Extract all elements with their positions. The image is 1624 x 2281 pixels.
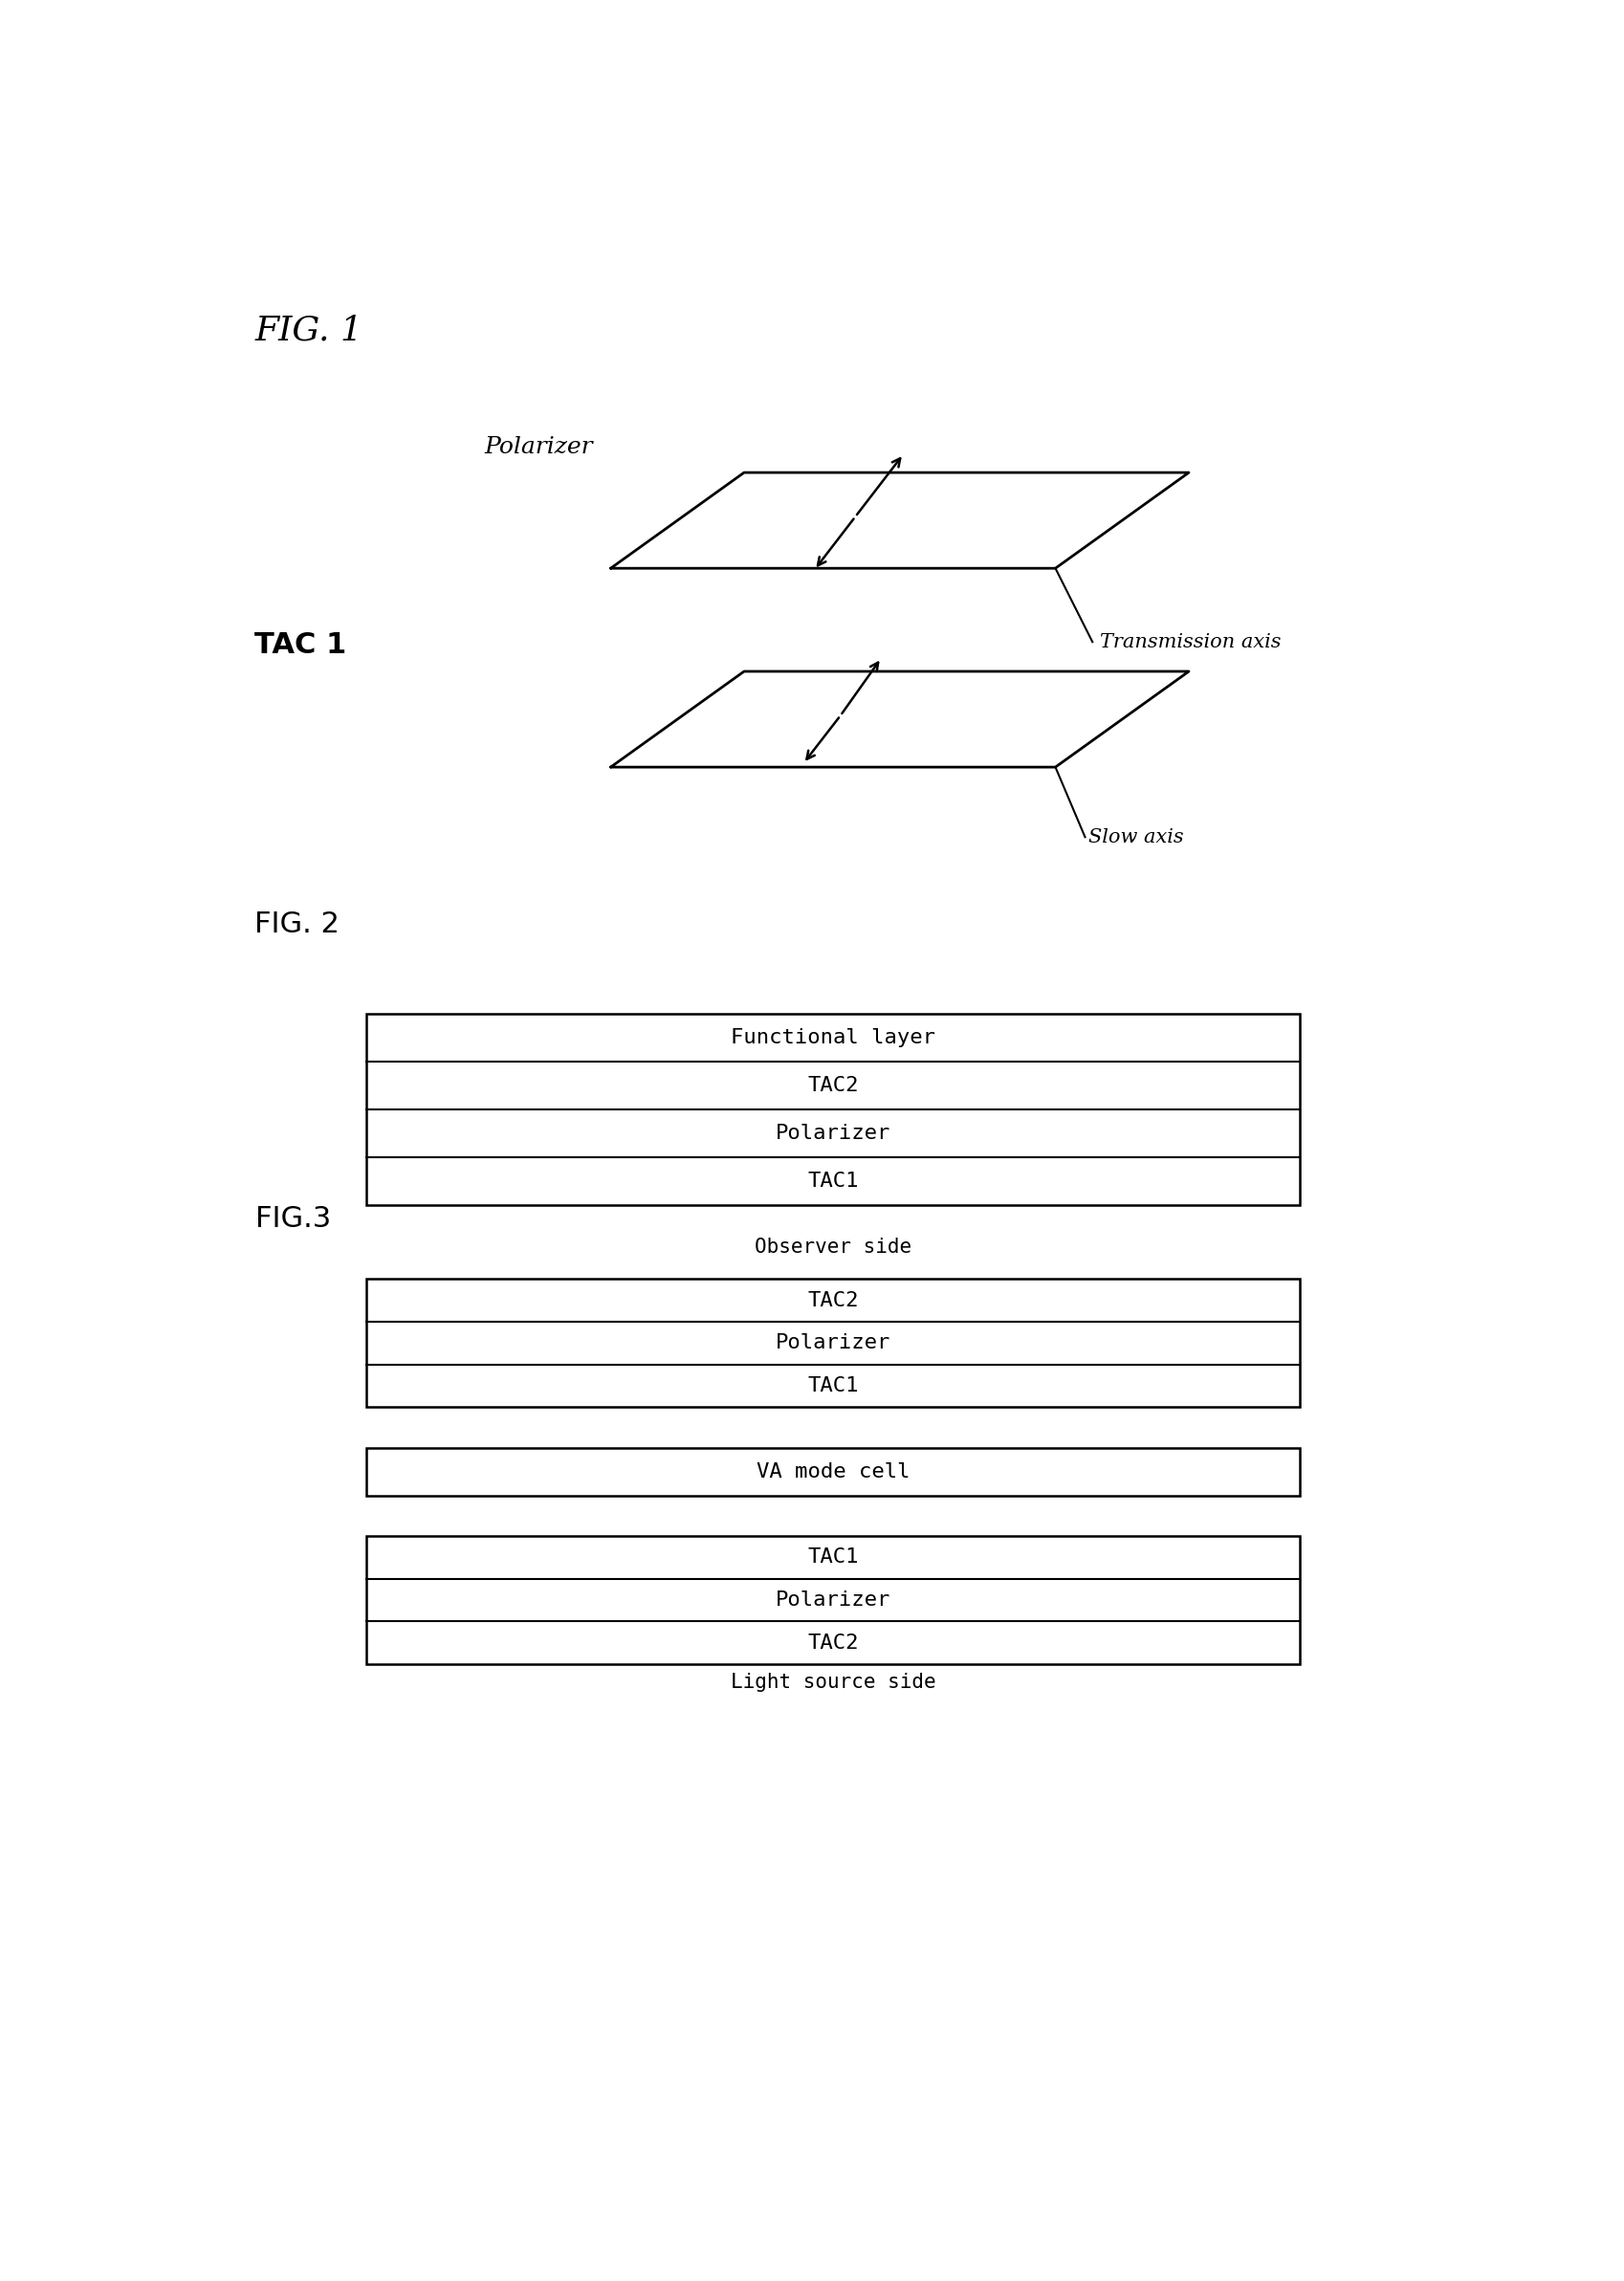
Text: TAC2: TAC2	[807, 1633, 859, 1651]
Text: TAC1: TAC1	[807, 1172, 859, 1191]
Text: TAC1: TAC1	[807, 1549, 859, 1567]
Bar	[365, 1280, 1301, 1407]
Bar	[365, 1448, 1301, 1496]
Text: Functional layer: Functional layer	[731, 1029, 935, 1047]
Text: Polarizer: Polarizer	[776, 1334, 890, 1353]
Text: TAC1: TAC1	[807, 1375, 859, 1396]
Text: FIG.3: FIG.3	[255, 1204, 331, 1234]
Text: Polarizer: Polarizer	[776, 1125, 890, 1143]
Text: TAC 1: TAC 1	[255, 632, 348, 659]
Text: FIG. 2: FIG. 2	[255, 910, 339, 937]
Bar	[365, 1535, 1301, 1665]
Text: Polarizer: Polarizer	[484, 436, 593, 458]
Text: Polarizer: Polarizer	[776, 1590, 890, 1610]
Text: Light source side: Light source side	[731, 1672, 935, 1693]
Bar	[365, 1013, 1301, 1204]
Text: TAC2: TAC2	[807, 1291, 859, 1309]
Text: Observer side: Observer side	[755, 1239, 911, 1257]
Text: TAC2: TAC2	[807, 1077, 859, 1095]
Text: VA mode cell: VA mode cell	[757, 1462, 909, 1480]
Text: FIG. 1: FIG. 1	[255, 315, 362, 347]
Text: Transmission axis: Transmission axis	[1099, 632, 1281, 650]
Text: Slow axis: Slow axis	[1088, 828, 1184, 846]
